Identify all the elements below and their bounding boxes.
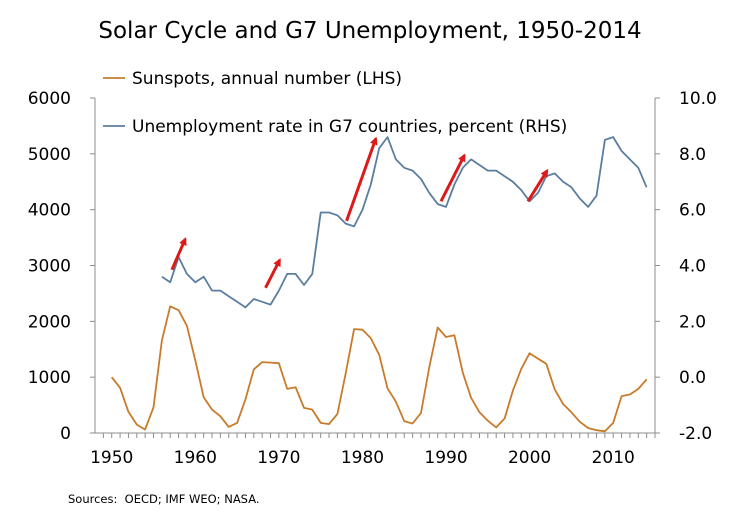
y-right-tick-label: 6.0: [679, 201, 706, 221]
y-right-tick-label: -2.0: [679, 424, 712, 444]
y-right-tick-label: 4.0: [679, 257, 706, 277]
y-left-tick-label: 6000: [28, 89, 71, 109]
x-tick-label: 1990: [424, 448, 467, 468]
y-left-tick-label: 1000: [28, 368, 71, 388]
x-tick-label: 1970: [257, 448, 300, 468]
y-left-axis-ticks: 0 1000 2000 3000 4000 5000 6000: [28, 89, 95, 444]
trend-arrow: [439, 153, 466, 202]
x-tick-label: 1980: [341, 448, 384, 468]
y-left-tick-label: 2000: [28, 312, 71, 332]
y-right-tick-label: 0.0: [679, 368, 706, 388]
series-lines: [110, 136, 648, 433]
y-left-tick-label: 3000: [28, 257, 71, 277]
y-right-tick-label: 8.0: [679, 145, 706, 165]
chart-title: Solar Cycle and G7 Unemployment, 1950-20…: [98, 18, 641, 44]
y-left-tick-label: 5000: [28, 145, 71, 165]
legend-label-unemployment: Unemployment rate in G7 countries, perce…: [132, 117, 567, 137]
trend-arrows: [170, 136, 549, 289]
x-tick-label: 2010: [592, 448, 635, 468]
legend: Sunspots, annual number (LHS) Unemployme…: [103, 69, 567, 137]
trend-arrow: [345, 136, 378, 222]
trend-arrow: [264, 258, 282, 289]
y-right-tick-label: 2.0: [679, 312, 706, 332]
source-note: Sources: OECD; IMF WEO; NASA.: [68, 492, 260, 506]
legend-label-sunspots: Sunspots, annual number (LHS): [132, 69, 402, 89]
y-left-tick-label: 0: [60, 424, 71, 444]
trend-arrow: [170, 237, 187, 271]
sunspots-line: [110, 305, 648, 433]
y-right-tick-label: 10.0: [679, 89, 717, 109]
axes: [94, 98, 656, 438]
x-tick-label: 2000: [508, 448, 551, 468]
unemployment-line: [161, 136, 648, 309]
trend-arrow: [526, 168, 549, 203]
y-left-tick-label: 4000: [28, 201, 71, 221]
x-tick-label: 1950: [90, 448, 133, 468]
x-tick-label: 1960: [174, 448, 217, 468]
y-right-axis-ticks: -2.0 0.0 2.0 4.0 6.0 8.0 10.0: [655, 89, 717, 444]
x-axis-ticks: 1950 1960 1970 1980 1990 2000 2010: [90, 448, 635, 468]
